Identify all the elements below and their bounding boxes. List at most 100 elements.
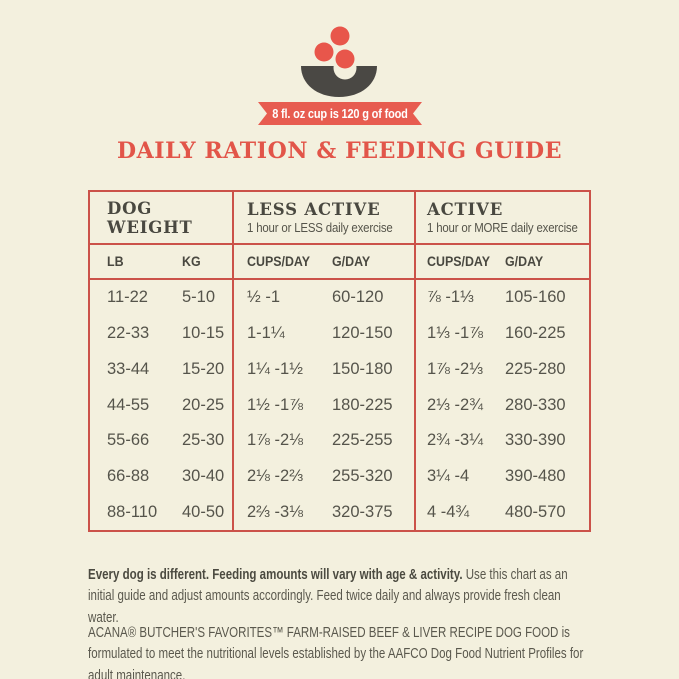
cup-measure-text: 8 fl. oz cup is 120 g of food [272,106,408,121]
table-row-section: 2¾ -3¼ 330-390 [414,422,589,459]
table-row-section: 1-1¼ 120-150 [232,315,414,352]
table-cell: 480-570 [505,502,566,521]
table-body: 11-22 5-10 ½ -1 60-120 ⅞ -1⅓ 105-160 22-33 10-1… [90,278,589,531]
column-header: KG [182,254,201,269]
table-row-section: 88-110 40-50 [90,494,232,530]
page-title: DAILY RATION & FEEDING GUIDE [116,138,563,164]
column-header: CUPS/DAY [247,254,311,269]
table-row-section: 3¼ -4 390-480 [414,458,589,495]
table-row: 44-55 20-25 1½ -1⅞ 180-225 2⅓ -2¾ 280-330 [90,387,589,423]
table-cell: 2¾ -3¼ [427,431,483,450]
subheader-less-active: CUPS/DAY G/DAY [232,245,414,278]
table-cell: 120-150 [332,324,393,343]
table-row-section: 1½ -1⅞ 180-225 [232,387,414,423]
table-row: 11-22 5-10 ½ -1 60-120 ⅞ -1⅓ 105-160 [90,280,589,316]
table-row-section: 44-55 20-25 [90,387,232,423]
aafco-statement: ACANA® BUTCHER'S FAVORITES™ FARM-RAISED … [88,624,584,679]
table-cell: 40-50 [182,502,225,521]
table-cell: 10-15 [182,324,225,343]
table-subheader-row: LB KG CUPS/DAY G/DAY CUPS/DAY G/DAY [90,243,589,278]
table-cell: 60-120 [332,288,384,307]
table-cell: 2⅓ -2¾ [427,395,483,414]
table-row-section: 33-44 15-20 [90,351,232,387]
table-cell: 5-10 [182,288,216,307]
table-row-section: 1⅞ -2⅛ 225-255 [232,422,414,459]
table-row-section: 11-22 5-10 [90,280,232,316]
bowl-kibble-icon [299,26,381,100]
table-cell: 44-55 [107,395,150,414]
table-cell: 20-25 [182,395,225,414]
table-cell: 1⅓ -1⅞ [427,324,483,343]
table-cell: 2⅛ -2⅔ [247,466,303,485]
feeding-table: DOG WEIGHT LESS ACTIVE 1 hour or LESS da… [88,190,591,532]
table-row: 88-110 40-50 2⅔ -3⅛ 320-375 4 -4¾ 480-570 [90,494,589,531]
feeding-note-rest: Use this chart as an initial guide and a… [88,566,568,626]
table-row: 66-88 30-40 2⅛ -2⅔ 255-320 3¼ -4 390-480 [90,458,589,495]
table-cell: 225-280 [505,359,566,378]
table-row-section: 55-66 25-30 [90,423,232,459]
subheader-active: CUPS/DAY G/DAY [414,245,589,278]
table-cell: 390-480 [505,466,566,485]
column-header: LB [107,254,124,269]
column-header: G/DAY [505,254,544,269]
table-cell: 55-66 [107,431,150,450]
section-title: LESS ACTIVE [247,200,381,219]
table-row-section: 22-33 10-15 [90,316,232,352]
bowl-kibble-svg [301,26,377,97]
table-cell: 4 -4¾ [427,502,470,521]
header-active: ACTIVE 1 hour or MORE daily exercise [414,192,589,243]
table-cell: 88-110 [107,502,158,521]
table-row-section: 2⅛ -2⅔ 255-320 [232,458,414,495]
table-row-section: 2⅔ -3⅛ 320-375 [232,494,414,531]
table-cell: 160-225 [505,324,566,343]
table-cell: 255-320 [332,466,393,485]
table-cell: 105-160 [505,288,566,307]
table-header-row: DOG WEIGHT LESS ACTIVE 1 hour or LESS da… [90,192,589,243]
table-cell: 180-225 [332,395,393,414]
table-cell: 15-20 [182,359,225,378]
table-row-section: 1⅓ -1⅞ 160-225 [414,315,589,352]
table-cell: 3¼ -4 [427,466,470,485]
table-cell: 1¼ -1½ [247,359,303,378]
table-cell: 280-330 [505,395,566,414]
feeding-note-bold: Every dog is different. Feeding amounts … [88,566,463,583]
section-subtitle: 1 hour or MORE daily exercise [427,220,578,235]
column-header: CUPS/DAY [427,254,491,269]
table-cell: 66-88 [107,466,150,485]
table-row-section: 1⅞ -2⅓ 225-280 [414,351,589,388]
table-cell: 225-255 [332,431,393,450]
table-row-section: 1¼ -1½ 150-180 [232,351,414,388]
table-row-section: ⅞ -1⅓ 105-160 [414,280,589,316]
table-cell: 1⅞ -2⅛ [247,431,303,450]
header-dog-weight: DOG WEIGHT [90,192,232,243]
table-cell: 30-40 [182,466,225,485]
section-title: ACTIVE [427,200,504,219]
table-cell: 1⅞ -2⅓ [427,359,483,378]
table-cell: 22-33 [107,324,150,343]
table-cell: 320-375 [332,502,393,521]
table-cell: 33-44 [107,359,150,378]
subheader-weight: LB KG [90,245,232,278]
table-cell: 11-22 [107,288,148,307]
table-row-section: 66-88 30-40 [90,459,232,495]
table-cell: 25-30 [182,431,225,450]
table-cell: ⅞ -1⅓ [427,288,474,307]
table-cell: 2⅔ -3⅛ [247,502,303,521]
feeding-note: Every dog is different. Feeding amounts … [88,565,592,630]
table-row-section: 2⅓ -2¾ 280-330 [414,387,589,423]
table-row: 22-33 10-15 1-1¼ 120-150 1⅓ -1⅞ 160-225 [90,315,589,352]
table-cell: 1½ -1⅞ [247,395,303,414]
table-row: 33-44 15-20 1¼ -1½ 150-180 1⅞ -2⅓ 225-280 [90,351,589,388]
header-less-active: LESS ACTIVE 1 hour or LESS daily exercis… [232,192,414,243]
cup-measure-ribbon: 8 fl. oz cup is 120 g of food [258,102,422,125]
section-title: DOG WEIGHT [107,198,193,237]
table-row-section: 4 -4¾ 480-570 [414,494,589,531]
table-row: 55-66 25-30 1⅞ -2⅛ 225-255 2¾ -3¼ 330-390 [90,422,589,459]
table-cell: 1-1¼ [247,324,285,343]
column-header: G/DAY [332,254,371,269]
section-subtitle: 1 hour or LESS daily exercise [247,220,393,235]
table-cell: ½ -1 [247,288,281,307]
table-cell: 330-390 [505,431,566,450]
table-row-section: ½ -1 60-120 [232,280,414,316]
